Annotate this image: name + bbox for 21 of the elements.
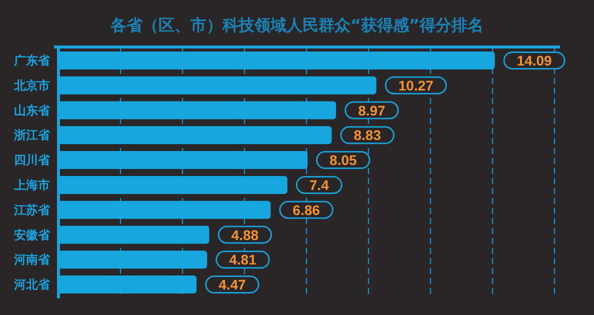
y-tick-label: 安徽省: [14, 228, 51, 242]
data-label: 14.09: [516, 52, 552, 68]
data-label: 8.05: [330, 152, 358, 168]
y-tick-label: 河南省: [13, 252, 51, 267]
y-tick-label: 山东省: [14, 103, 51, 118]
y-tick-label: 广东省: [13, 53, 51, 68]
data-label: 6.86: [292, 202, 320, 218]
y-tick-label: 北京市: [13, 78, 50, 92]
y-tick-label: 上海市: [13, 178, 50, 192]
y-tick-label: 河北省: [13, 278, 51, 292]
data-label: 8.83: [354, 127, 382, 144]
chart-title: 各省（区、市）科技领域人民群众“获得感”得分排名: [109, 16, 484, 34]
y-tick-label: 浙江省: [13, 128, 51, 142]
data-label: 7.4: [309, 176, 330, 193]
y-tick-label: 江苏省: [13, 202, 51, 217]
data-label: 4.81: [229, 252, 257, 268]
data-label: 10.27: [398, 77, 434, 94]
data-label: 8.97: [358, 102, 386, 118]
data-label: 4.88: [231, 226, 259, 243]
data-label: 4.47: [218, 276, 246, 293]
y-tick-label: 四川省: [14, 153, 51, 168]
